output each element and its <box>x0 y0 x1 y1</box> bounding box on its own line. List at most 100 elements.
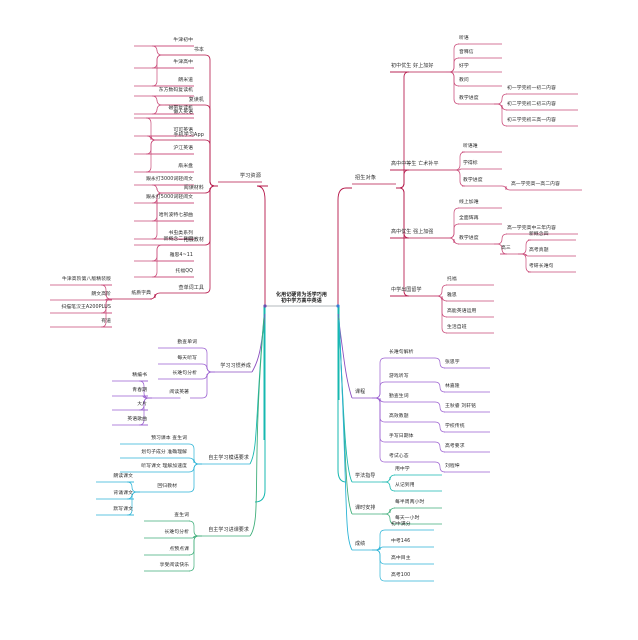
leaf-self-initial-1[interactable]: 划句子成分 准确理解 <box>141 450 187 456</box>
leaf-2-1-resources[interactable]: 可可英语 <box>173 128 193 134</box>
leaf-2-0-resources[interactable]: 懒人英语 <box>173 110 193 116</box>
leaf-habit-0[interactable]: 勤查单词 <box>177 340 197 346</box>
branch-label-method[interactable]: 学法指导 <box>355 472 376 479</box>
leaf-grade12-0[interactable]: 新概念四 <box>529 232 549 238</box>
leaf-course-teacher-4[interactable]: 高考要求 <box>445 444 465 450</box>
branch-label-self-initial[interactable]: 自主学习模语要求 <box>208 454 249 461</box>
leaf-habit-2[interactable]: 长难句分析 <box>172 371 197 377</box>
leaf-course-teacher-2[interactable]: 王秋睿 刘轩铭 <box>445 404 477 410</box>
leaf-return-2[interactable]: 默写课文 <box>113 507 133 513</box>
leaf-3-0-resources[interactable]: 跟永打3000词轻阅文 <box>146 177 193 183</box>
leaf-schedule-1[interactable]: 每天一小时 <box>395 516 420 522</box>
leaf-results-0[interactable]: 初中满分 <box>391 522 411 528</box>
leaf-return-1[interactable]: 背诵课文 <box>113 491 133 497</box>
leaf-1-1-resources[interactable]: 磁带复读机 <box>168 106 193 112</box>
leaf-senior-top-0[interactable]: 线上加难 <box>459 200 479 206</box>
leaf-reading-2[interactable]: 大片 <box>137 402 147 408</box>
leaf-dict-2[interactable]: 扫描笔汉王A200PLUS <box>61 305 111 311</box>
leaf-grade12-1[interactable]: 高考真题 <box>529 248 549 254</box>
leaf-habit-1[interactable]: 每天听写 <box>177 356 197 362</box>
node-study-abroad[interactable]: 中学出国留学 <box>391 286 422 293</box>
leaf-senior-top-1[interactable]: 全面辉再 <box>459 216 479 222</box>
leaf-method-0[interactable]: 用中学 <box>395 467 410 473</box>
node-junior-top[interactable]: 初中优生 好上加好 <box>391 62 434 69</box>
leaf-grade12-2[interactable]: 考研长难句 <box>529 264 554 270</box>
node-course-3[interactable]: 高效教题 <box>389 414 409 420</box>
node-3-resources[interactable]: 阅读材料 <box>183 184 204 191</box>
leaf-senior-mid-prog-0[interactable]: 高一学完高一高二内容 <box>511 182 560 188</box>
leaf-0-0-resources[interactable]: 牛津初中 <box>173 38 193 44</box>
leaf-3-1-resources[interactable]: 跟永打5000词轻阅文 <box>146 195 193 201</box>
leaf-senior-top-prog-0[interactable]: 高一学完高中三年内容 <box>507 226 556 232</box>
leaf-results-2[interactable]: 高中目主 <box>391 556 411 562</box>
leaf-3-2-resources[interactable]: 哈利波特七部曲 <box>158 213 193 219</box>
leaf-junior-0[interactable]: 听语 <box>459 36 469 42</box>
node-senior-mid[interactable]: 高中中等生 亡术补平 <box>391 160 439 167</box>
leaf-abroad-2[interactable]: 高能英语运用 <box>447 309 477 315</box>
leaf-course-teacher-1[interactable]: 林嘉隆 <box>445 384 460 390</box>
leaf-results-1[interactable]: 中考146 <box>391 539 411 545</box>
leaf-senior-mid-1[interactable]: 学得标 <box>463 161 478 167</box>
node-return-textbook[interactable]: 回归教材 <box>157 484 177 490</box>
node-junior-progress[interactable]: 教学进度 <box>459 96 479 102</box>
leaf-3-3-resources[interactable]: 书虫类系列 <box>168 231 193 237</box>
leaf-self-advanced-3[interactable]: 享受阅读快乐 <box>159 563 189 569</box>
leaf-self-advanced-1[interactable]: 长难句分析 <box>164 530 189 536</box>
node-reading-books[interactable]: 阅读英著 <box>169 390 189 396</box>
node-senior-mid-progress[interactable]: 教学进度 <box>463 178 483 184</box>
node-course-5[interactable]: 考试心态 <box>389 454 409 460</box>
leaf-return-0[interactable]: 朗读课文 <box>113 474 133 480</box>
node-senior-top-progress[interactable]: 教学进度 <box>459 236 479 242</box>
leaf-method-1[interactable]: 从记到用 <box>395 483 415 489</box>
leaf-abroad-1[interactable]: 雅思 <box>447 293 457 299</box>
center-topic[interactable]: 化用记硬背为活学巧用 初中学方高中英语 <box>275 291 328 304</box>
node-4-resources[interactable]: 拓展教材 <box>183 236 204 243</box>
leaf-self-initial-2[interactable]: 听写课文 理解加速度 <box>141 464 187 470</box>
leaf-dict-3[interactable]: 有道 <box>101 319 111 325</box>
node-course-1[interactable]: 游戏听写 <box>389 374 409 380</box>
node-0-resources[interactable]: 书本 <box>193 46 204 53</box>
leaf-self-initial-0[interactable]: 预习课本 查生词 <box>151 436 187 442</box>
branch-label-schedule[interactable]: 课时安排 <box>355 504 376 511</box>
node-senior-top[interactable]: 高中优生 强上加强 <box>391 228 434 235</box>
node-course-0[interactable]: 长难句解析 <box>389 350 414 356</box>
leaf-dict-1[interactable]: 朗文高阶 <box>91 292 111 298</box>
leaf-4-1-resources[interactable]: 雅思4~11 <box>169 253 193 259</box>
leaf-junior-2[interactable]: 好学 <box>459 64 469 70</box>
leaf-senior-mid-0[interactable]: 听语难 <box>463 144 478 150</box>
leaf-abroad-3[interactable]: 生活自班 <box>447 325 467 331</box>
leaf-reading-0[interactable]: 精编书 <box>132 373 147 379</box>
leaf-1-0-resources[interactable]: 东方数码复读机 <box>158 88 193 94</box>
leaf-dict-0[interactable]: 牛津高阶第八版精装版 <box>62 277 111 283</box>
leaf-reading-3[interactable]: 英语歌曲 <box>127 417 147 423</box>
leaf-4-2-resources[interactable]: 托福QQ <box>175 269 193 275</box>
leaf-2-2-resources[interactable]: 沪江英语 <box>173 146 193 152</box>
leaf-schedule-0[interactable]: 每半周两小时 <box>395 500 425 506</box>
leaf-junior-prog-1[interactable]: 初二学完初二初三内容 <box>507 102 556 108</box>
branch-label-self-advanced[interactable]: 自主学习进课要求 <box>208 526 249 533</box>
node-5-resources[interactable]: 查单词工具 <box>178 284 204 291</box>
leaf-junior-prog-0[interactable]: 初一学完初一初二内容 <box>507 86 556 92</box>
leaf-results-3[interactable]: 高考100 <box>391 573 411 579</box>
leaf-course-teacher-5[interactable]: 刘程坤 <box>445 464 460 470</box>
node-course-4[interactable]: 手写日期体 <box>389 434 414 440</box>
node-course-2[interactable]: 勤查生词 <box>389 394 409 400</box>
branch-label-results[interactable]: 成绩 <box>355 540 366 547</box>
node-2-resources[interactable]: 手机学习App <box>173 131 204 138</box>
leaf-junior-3[interactable]: 教问 <box>459 78 469 84</box>
leaf-junior-1[interactable]: 音释信 <box>459 50 474 56</box>
leaf-0-1-resources[interactable]: 牛津高中 <box>173 60 193 66</box>
leaf-abroad-0[interactable]: 托福 <box>447 277 457 283</box>
branch-label-curriculum[interactable]: 课程 <box>355 388 366 395</box>
leaf-course-teacher-3[interactable]: 学校传统 <box>445 424 465 430</box>
node-grade-12[interactable]: 高三 <box>501 246 511 252</box>
node-1-resources[interactable]: 复读机 <box>188 96 204 103</box>
branch-label-audience[interactable]: 招生对象 <box>355 174 377 181</box>
leaf-reading-1[interactable]: 青春期 <box>132 388 147 394</box>
leaf-self-advanced-2[interactable]: 点预点课 <box>169 547 189 553</box>
leaf-course-teacher-0[interactable]: 张思宇 <box>445 360 460 366</box>
leaf-4-0-resources[interactable]: 新概念二三四 <box>163 237 193 243</box>
node-paper-dictionary[interactable]: 纸质字典 <box>131 291 151 297</box>
branch-label-habits[interactable]: 学习习惯养成 <box>220 362 251 369</box>
branch-label-resources[interactable]: 学习资源 <box>239 172 261 179</box>
